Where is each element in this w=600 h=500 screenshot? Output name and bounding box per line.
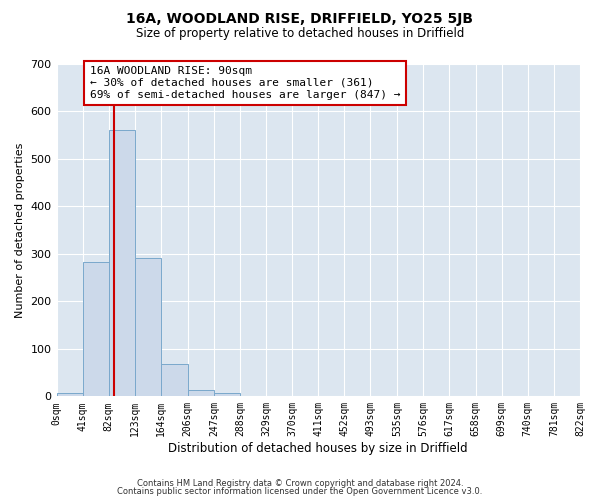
X-axis label: Distribution of detached houses by size in Driffield: Distribution of detached houses by size … <box>169 442 468 455</box>
Text: Contains HM Land Registry data © Crown copyright and database right 2024.: Contains HM Land Registry data © Crown c… <box>137 478 463 488</box>
Text: 16A WOODLAND RISE: 90sqm
← 30% of detached houses are smaller (361)
69% of semi-: 16A WOODLAND RISE: 90sqm ← 30% of detach… <box>89 66 400 100</box>
Bar <box>161 364 188 396</box>
Text: Size of property relative to detached houses in Driffield: Size of property relative to detached ho… <box>136 28 464 40</box>
Text: 16A, WOODLAND RISE, DRIFFIELD, YO25 5JB: 16A, WOODLAND RISE, DRIFFIELD, YO25 5JB <box>127 12 473 26</box>
Y-axis label: Number of detached properties: Number of detached properties <box>15 142 25 318</box>
Bar <box>135 258 161 396</box>
Bar <box>188 390 214 396</box>
Bar <box>56 392 83 396</box>
Text: Contains public sector information licensed under the Open Government Licence v3: Contains public sector information licen… <box>118 487 482 496</box>
Bar <box>109 130 135 396</box>
Bar <box>214 392 240 396</box>
Bar <box>83 262 109 396</box>
